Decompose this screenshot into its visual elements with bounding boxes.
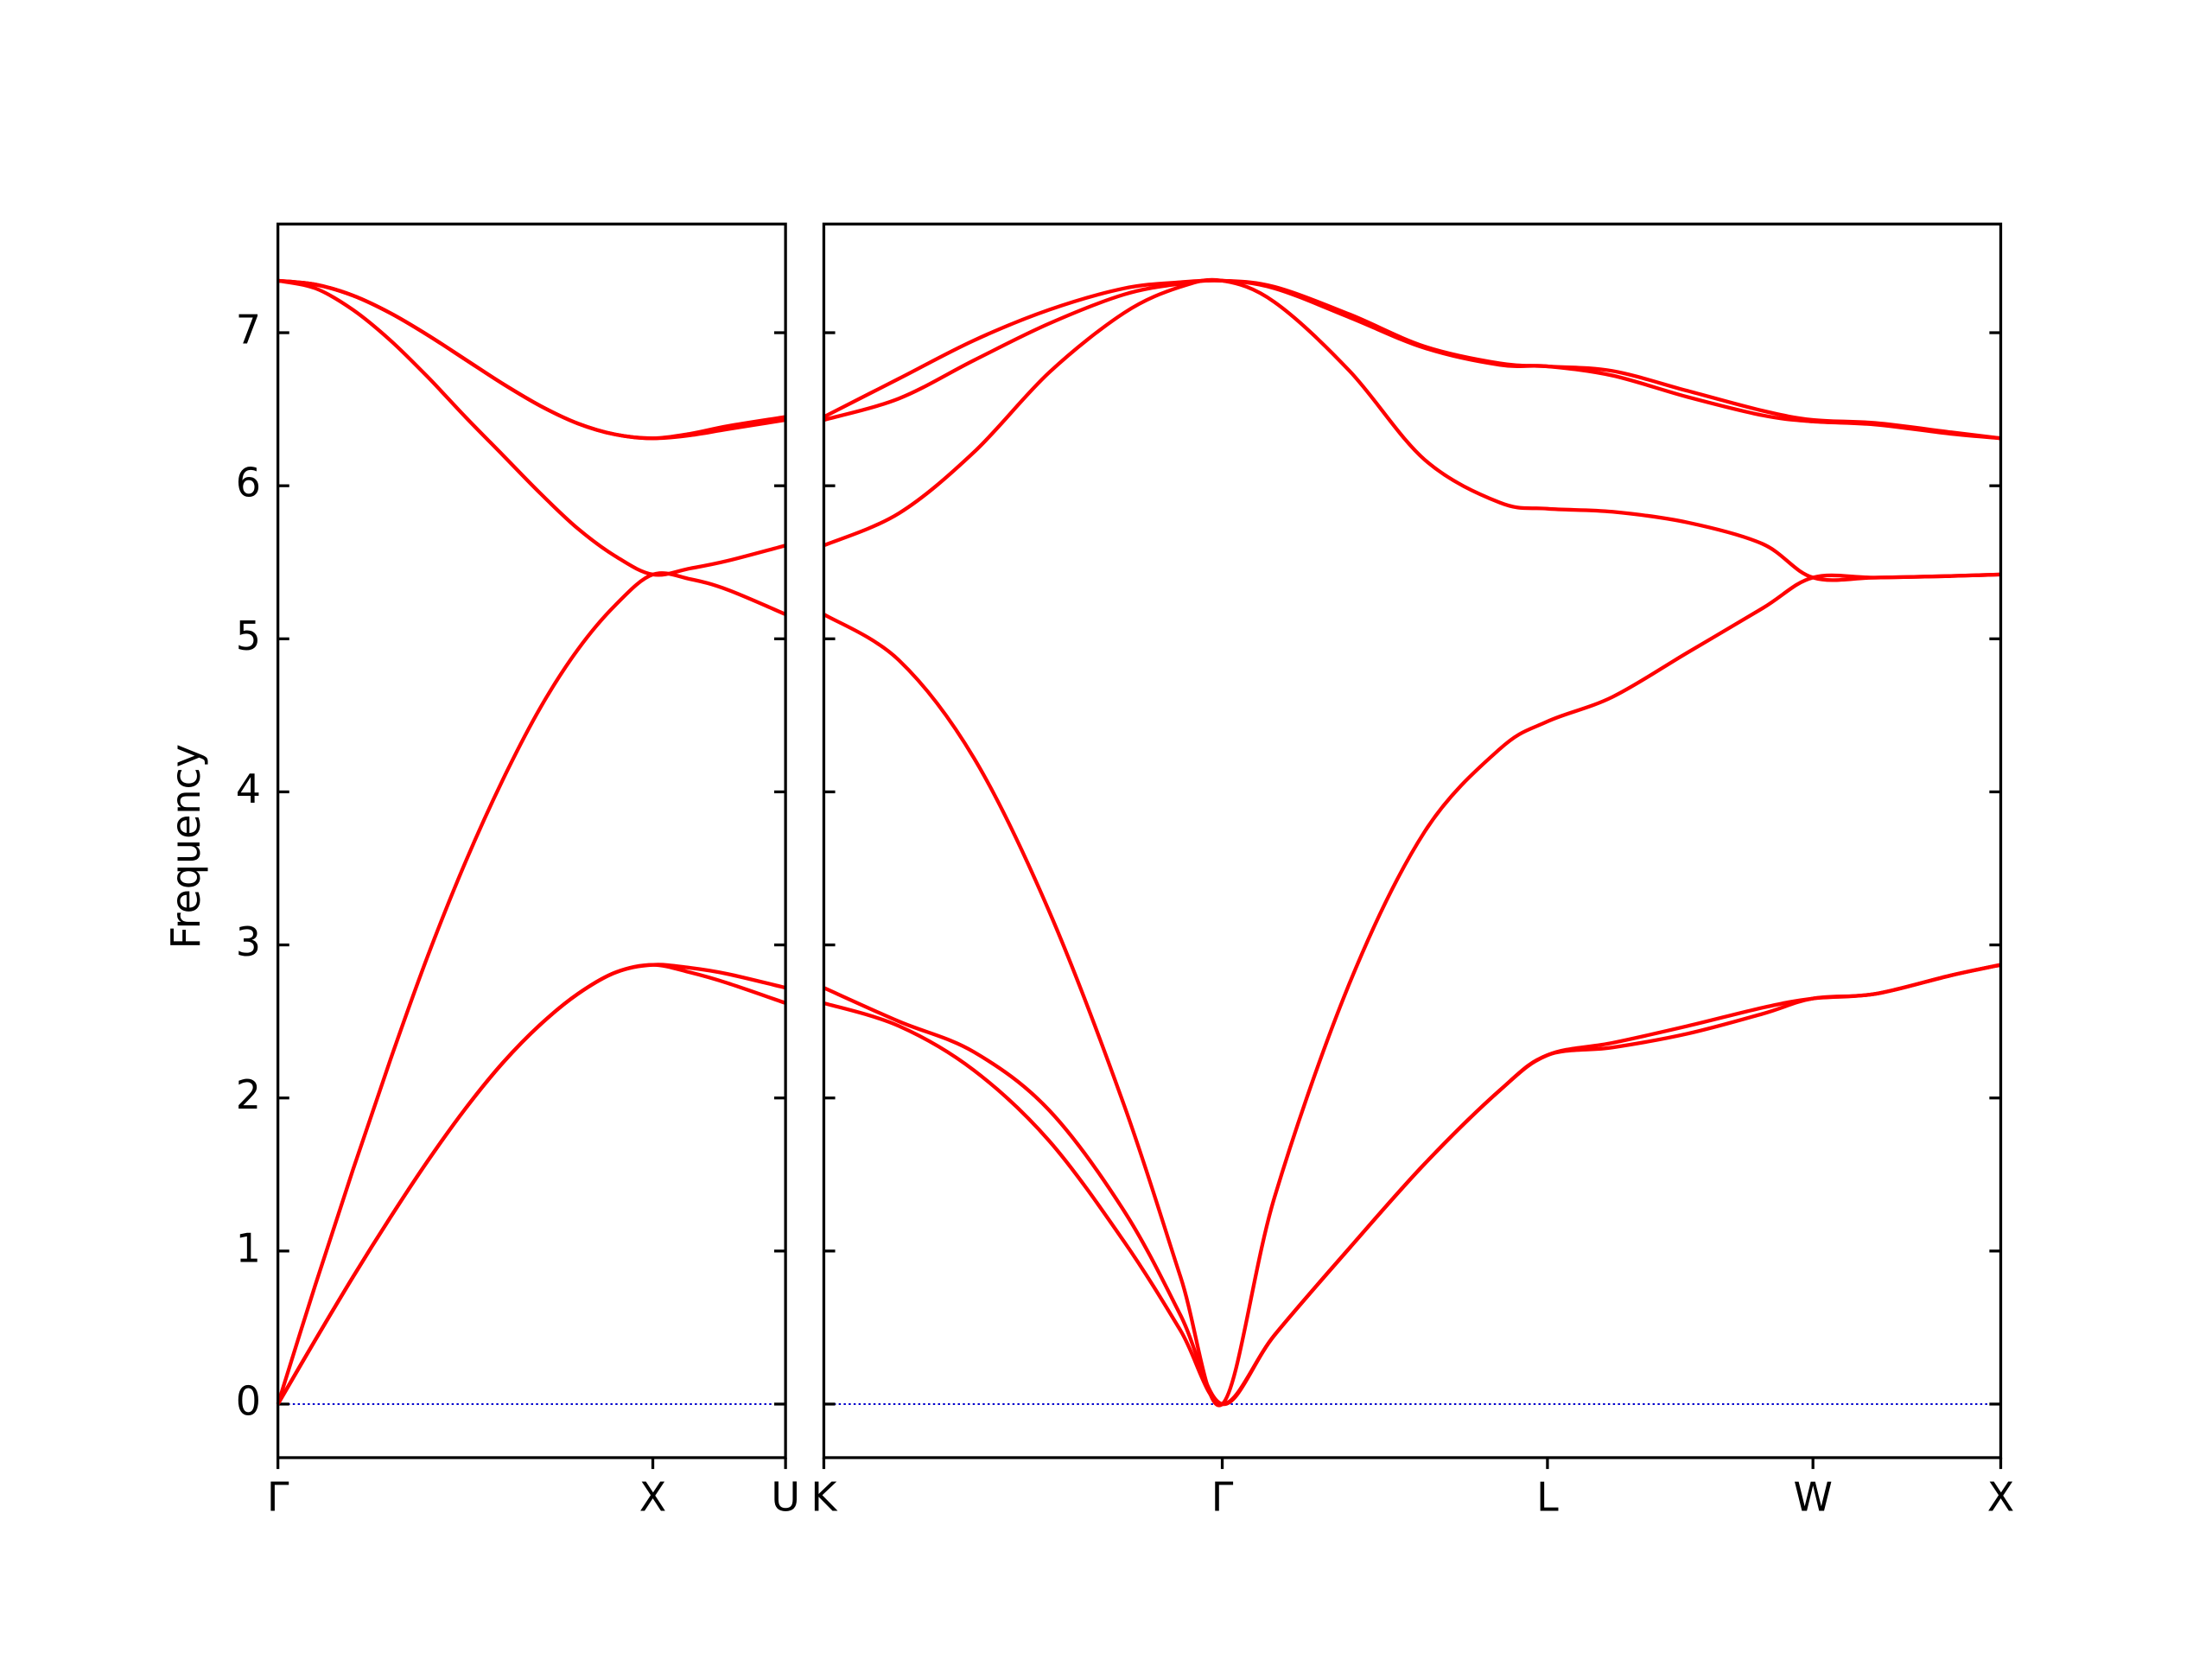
- y-tick-label: 0: [236, 1377, 261, 1424]
- band-line: [277, 278, 786, 577]
- band-line: [823, 278, 2001, 441]
- y-tick-label: 1: [236, 1224, 261, 1271]
- y-tick-label: 4: [236, 766, 261, 812]
- band-line: [277, 278, 786, 441]
- x-tick-label: L: [1536, 1474, 1559, 1521]
- y-tick-label: 5: [236, 613, 261, 659]
- x-tick-label: W: [1793, 1474, 1832, 1521]
- band-line: [823, 963, 2001, 1407]
- y-tick-label: 7: [236, 307, 261, 353]
- y-tick-label: 3: [236, 918, 261, 965]
- band-line: [823, 278, 2001, 441]
- x-tick-label: Γ: [1211, 1474, 1234, 1521]
- y-tick-label: 6: [236, 460, 261, 506]
- x-tick-label: K: [810, 1474, 838, 1521]
- band-line: [276, 571, 786, 1405]
- band-line: [276, 963, 786, 1406]
- y-tick-label: 2: [236, 1071, 261, 1118]
- band-line: [277, 278, 786, 441]
- band-line: [823, 277, 2001, 582]
- band-line: [823, 963, 2001, 1407]
- x-tick-label: U: [771, 1474, 800, 1521]
- x-tick-label: X: [1987, 1474, 2014, 1521]
- y-axis-label: Frequency: [162, 744, 209, 949]
- band-line: [823, 572, 2001, 1408]
- x-tick-label: Γ: [267, 1474, 289, 1521]
- plot-frame: [822, 222, 2003, 1459]
- plot-frame: [276, 222, 787, 1459]
- x-tick-label: X: [639, 1474, 666, 1521]
